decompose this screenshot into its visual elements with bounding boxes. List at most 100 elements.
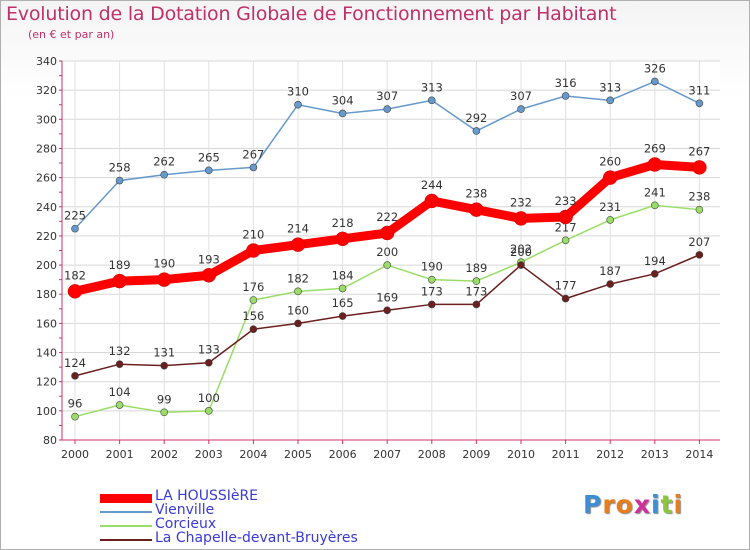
logo-letter: o bbox=[615, 490, 634, 519]
data-point bbox=[427, 300, 436, 309]
data-label: 202 bbox=[510, 242, 532, 256]
y-tick-label: 80 bbox=[43, 434, 57, 447]
legend-label: La Chapelle-devant-Bruyères bbox=[155, 530, 358, 546]
data-point bbox=[650, 270, 659, 278]
data-point bbox=[606, 96, 615, 105]
x-tick-label: 2012 bbox=[596, 448, 624, 461]
x-tick-label: 2001 bbox=[106, 448, 134, 461]
data-label: 231 bbox=[599, 200, 621, 214]
logo-letter: x bbox=[633, 490, 651, 519]
data-point bbox=[561, 294, 570, 303]
y-tick-label: 280 bbox=[36, 142, 57, 155]
y-tick-label: 320 bbox=[36, 84, 57, 97]
data-point bbox=[650, 201, 659, 210]
data-point bbox=[517, 105, 525, 113]
data-point bbox=[205, 358, 213, 367]
data-point bbox=[71, 372, 79, 380]
data-point bbox=[383, 105, 392, 113]
data-label: 132 bbox=[109, 344, 131, 358]
data-label: 267 bbox=[242, 147, 264, 161]
data-point bbox=[472, 300, 481, 309]
data-point bbox=[115, 401, 124, 409]
data-point bbox=[695, 251, 704, 259]
data-label: 311 bbox=[688, 83, 710, 97]
data-label: 304 bbox=[332, 93, 354, 107]
data-label: 184 bbox=[332, 268, 354, 282]
data-label: 190 bbox=[421, 260, 443, 274]
data-point bbox=[201, 268, 217, 283]
data-point bbox=[427, 275, 436, 284]
data-point bbox=[558, 209, 573, 225]
x-tick-label: 2002 bbox=[150, 448, 178, 461]
x-tick-label: 2004 bbox=[239, 448, 267, 461]
data-label: 238 bbox=[465, 187, 487, 201]
y-tick-label: 300 bbox=[36, 113, 57, 126]
data-point bbox=[338, 284, 347, 293]
data-point bbox=[335, 231, 350, 247]
data-point bbox=[205, 166, 213, 175]
data-label: 173 bbox=[421, 284, 443, 298]
legend-swatch bbox=[100, 511, 152, 513]
y-tick-label: 180 bbox=[36, 288, 57, 301]
data-label: 200 bbox=[510, 245, 532, 259]
data-label: 189 bbox=[109, 258, 131, 272]
data-label: 104 bbox=[109, 385, 131, 399]
legend-label: Vienville bbox=[155, 502, 215, 518]
data-label: 238 bbox=[688, 190, 710, 204]
data-point bbox=[160, 361, 168, 370]
data-point bbox=[156, 272, 172, 287]
data-label: 187 bbox=[599, 264, 621, 278]
series-0: 182 189 190 193 210 214 218 222 244 238 232 233 260 2… bbox=[64, 141, 710, 299]
data-point bbox=[112, 273, 127, 289]
data-label: 182 bbox=[64, 268, 86, 282]
data-label: 307 bbox=[376, 89, 398, 103]
data-label: 165 bbox=[332, 296, 354, 310]
data-point bbox=[71, 412, 79, 421]
data-label: 100 bbox=[198, 391, 220, 405]
legend-label: Corcieux bbox=[155, 516, 217, 532]
data-label: 169 bbox=[376, 290, 398, 304]
data-label: 214 bbox=[287, 222, 309, 236]
data-label: 160 bbox=[287, 303, 309, 317]
data-point bbox=[249, 296, 258, 304]
chart-subtitle: (en € et par an) bbox=[28, 28, 115, 41]
x-tick-label: 2005 bbox=[284, 448, 312, 461]
data-point bbox=[427, 96, 436, 105]
data-label: 173 bbox=[465, 284, 487, 298]
data-label: 225 bbox=[64, 209, 86, 223]
data-label: 194 bbox=[644, 254, 666, 268]
logo-letter: r bbox=[602, 490, 616, 519]
series-1: 225 258 262 265 267 310 304 307 313 292 307 316 313 3… bbox=[64, 61, 710, 233]
logo-letter: i bbox=[673, 490, 684, 519]
data-point bbox=[602, 170, 618, 185]
data-point bbox=[294, 287, 302, 296]
data-point bbox=[246, 243, 261, 258]
logo-letter: P bbox=[583, 490, 603, 519]
data-point bbox=[692, 160, 707, 175]
data-label: 267 bbox=[688, 144, 710, 158]
data-point bbox=[424, 193, 440, 209]
data-label: 292 bbox=[465, 111, 487, 125]
data-label: 260 bbox=[599, 155, 621, 169]
data-label: 177 bbox=[555, 279, 577, 293]
y-tick-label: 120 bbox=[36, 376, 57, 389]
data-label: 131 bbox=[153, 346, 175, 360]
data-point bbox=[160, 170, 168, 179]
data-point bbox=[71, 224, 79, 233]
data-label: 124 bbox=[64, 356, 86, 370]
data-point bbox=[290, 237, 306, 252]
data-label: 262 bbox=[153, 155, 175, 169]
data-point bbox=[650, 77, 659, 86]
data-point bbox=[294, 100, 302, 109]
data-point bbox=[469, 202, 484, 217]
data-label: 133 bbox=[198, 343, 220, 357]
x-tick-label: 2000 bbox=[61, 448, 89, 461]
data-point bbox=[379, 225, 395, 241]
data-label: 200 bbox=[376, 245, 398, 259]
data-point bbox=[249, 325, 258, 334]
data-point bbox=[606, 216, 615, 224]
legend-label: LA HOUSSIèRE bbox=[155, 488, 259, 504]
data-label: 193 bbox=[198, 252, 220, 266]
data-point bbox=[561, 236, 570, 245]
data-label: 258 bbox=[109, 161, 131, 175]
